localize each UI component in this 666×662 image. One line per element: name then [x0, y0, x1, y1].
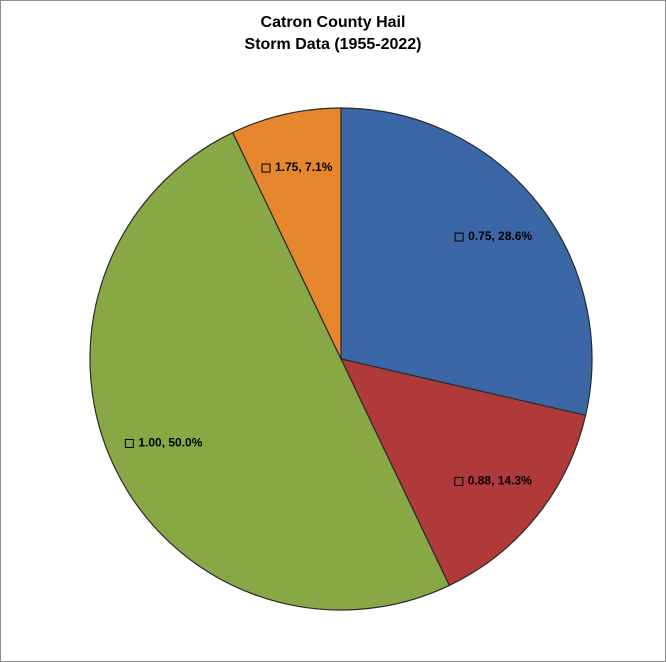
pie-slice	[89, 131, 451, 611]
data-label: 0.88, 14.3%	[468, 474, 532, 488]
pie-slice	[231, 107, 342, 360]
chart-title: Catron County Hail Storm Data (1955-2022…	[244, 14, 422, 53]
pie-slice	[340, 107, 593, 417]
label-key	[454, 476, 464, 486]
pie-slice	[339, 358, 587, 587]
data-label: 0.75, 28.6%	[468, 229, 532, 243]
data-label: 1.75, 7.1%	[275, 160, 333, 174]
label-key	[454, 232, 464, 242]
data-label: 1.00, 50.0%	[138, 436, 202, 450]
label-key	[261, 163, 271, 173]
label-key	[124, 438, 134, 448]
